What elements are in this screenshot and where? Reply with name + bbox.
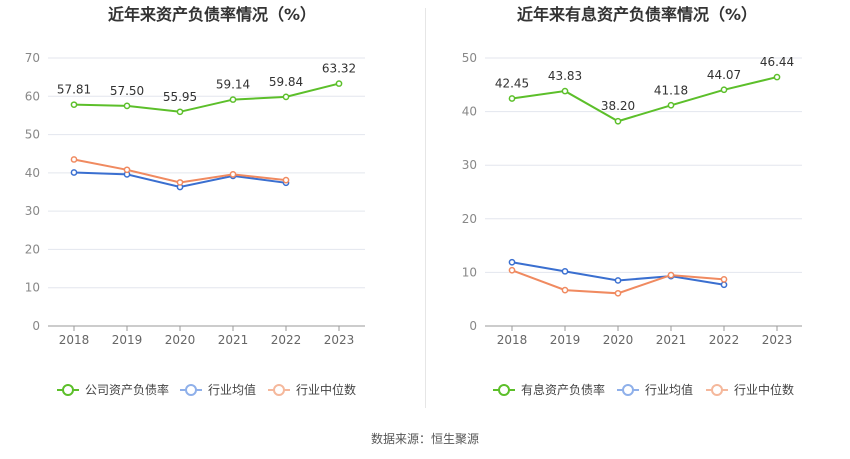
legend-swatch-marker	[711, 384, 723, 396]
data-point	[561, 87, 569, 95]
legend-label: 行业均值	[645, 382, 693, 397]
legend-label: 有息资产负债率	[521, 382, 605, 397]
y-tick-label: 20	[25, 242, 40, 256]
x-tick-label: 2022	[271, 333, 302, 347]
y-tick-label: 70	[25, 51, 40, 65]
x-tick-label: 2023	[762, 333, 793, 347]
y-tick-label: 30	[462, 158, 477, 172]
data-label: 46.44	[760, 55, 794, 69]
data-point	[773, 73, 781, 81]
data-point	[508, 95, 516, 102]
data-label: 57.81	[57, 83, 91, 97]
interest-bearing-ratio-panel: 近年来有息资产负债率情况（%） 0 10 20 30 40 50 2018 2019 2020 20…	[425, 0, 850, 420]
data-point	[667, 271, 675, 279]
data-label: 38.20	[601, 99, 635, 113]
y-tick-label: 10	[462, 265, 477, 279]
legend-label: 行业均值	[208, 382, 256, 397]
y-tick-label: 40	[462, 105, 477, 119]
data-label: 59.14	[216, 78, 250, 92]
y-tick-label: 10	[25, 281, 40, 295]
data-point	[720, 86, 728, 94]
x-tick-label: 2018	[497, 333, 528, 347]
data-point	[70, 101, 78, 109]
x-tick-label: 2020	[165, 333, 196, 347]
legend-swatch-marker	[62, 384, 74, 396]
series-line	[511, 76, 778, 123]
data-point	[229, 171, 237, 178]
data-point	[720, 281, 728, 289]
legend-swatch-marker	[185, 384, 197, 396]
data-point	[123, 102, 131, 110]
x-tick-label: 2023	[324, 333, 355, 347]
y-tick-label: 30	[25, 204, 40, 218]
data-point	[508, 258, 516, 266]
data-point	[282, 93, 290, 101]
legend-label: 行业中位数	[734, 382, 794, 397]
y-tick-label: 0	[32, 319, 40, 333]
data-point	[508, 266, 516, 274]
data-point	[70, 169, 78, 176]
x-tick-label: 2021	[218, 333, 249, 347]
y-tick-label: 20	[462, 212, 477, 226]
y-tick-label: 50	[462, 51, 477, 65]
data-point	[282, 176, 290, 184]
y-tick-label: 50	[25, 128, 40, 142]
data-label: 59.84	[269, 75, 303, 89]
data-label: 41.18	[654, 83, 688, 97]
y-tick-label: 0	[469, 319, 477, 333]
legend-swatch-marker	[498, 384, 510, 396]
data-point	[561, 286, 569, 294]
x-tick-label: 2018	[59, 333, 90, 347]
asset-liability-ratio-chart: 近年来资产负债率情况（%） 0 10 20 30 40 50 60 70 2018 2019 2020…	[25, 5, 365, 397]
data-point	[70, 156, 78, 163]
data-label: 55.95	[163, 90, 197, 104]
data-label: 57.50	[110, 84, 144, 98]
data-label: 63.32	[322, 62, 356, 76]
data-point	[614, 117, 622, 125]
x-tick-label: 2022	[709, 333, 740, 347]
data-point	[561, 267, 569, 275]
interest-bearing-ratio-chart: 近年来有息资产负债率情况（%） 0 10 20 30 40 50 2018 2019 2020 20…	[462, 5, 802, 397]
data-point	[176, 108, 184, 116]
data-point	[614, 289, 622, 297]
legend-swatch-marker	[273, 384, 285, 396]
data-point	[123, 166, 131, 174]
data-point	[335, 80, 343, 87]
x-tick-label: 2019	[550, 333, 581, 347]
y-tick-label: 60	[25, 89, 40, 103]
legend-label: 公司资产负债率	[85, 382, 169, 397]
series-line	[73, 82, 340, 113]
x-tick-label: 2021	[656, 333, 687, 347]
x-tick-label: 2020	[603, 333, 634, 347]
legend-label: 行业中位数	[296, 382, 356, 397]
data-label: 44.07	[707, 68, 741, 82]
data-point	[614, 277, 622, 284]
data-label: 42.45	[495, 76, 529, 90]
panel-divider	[425, 8, 426, 408]
data-label: 43.83	[548, 69, 582, 83]
y-tick-label: 40	[25, 166, 40, 180]
data-point	[176, 179, 184, 186]
legend-swatch-marker	[622, 384, 634, 396]
data-point	[720, 276, 728, 283]
chart-title: 近年来资产负债率情况（%）	[108, 5, 316, 24]
data-point	[667, 101, 675, 109]
data-point	[229, 96, 237, 103]
data-source-note: 数据来源：恒生聚源	[370, 432, 479, 446]
chart-title: 近年来有息资产负债率情况（%）	[517, 5, 757, 24]
x-tick-label: 2019	[112, 333, 143, 347]
asset-liability-ratio-panel: 近年来资产负债率情况（%） 0 10 20 30 40 50 60 70 2018 2019 2020…	[0, 0, 425, 420]
